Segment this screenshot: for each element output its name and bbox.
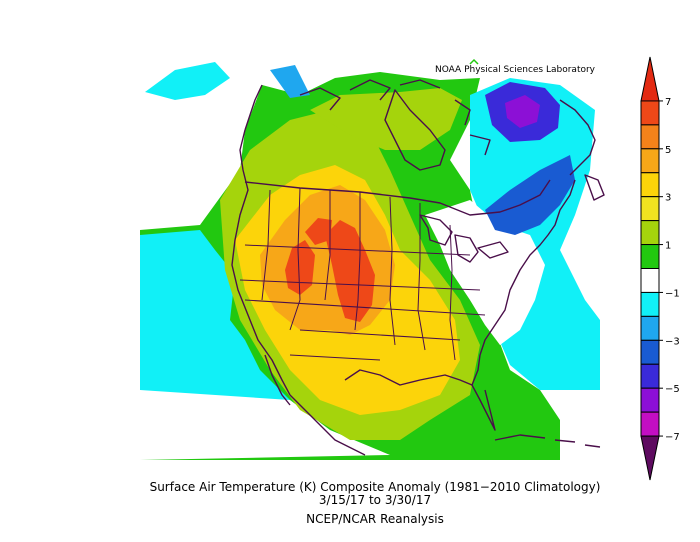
colorbar-tick-label: 1 xyxy=(665,241,671,252)
colorbar-tick-label: 5 xyxy=(665,145,671,156)
caption-title: Surface Air Temperature (K) Composite An… xyxy=(149,480,601,494)
anomaly-fill-white-sw xyxy=(140,390,390,460)
anomaly-fill-cyan-nw xyxy=(145,62,230,100)
baja-california xyxy=(264,354,291,406)
colorbar-tick-label: −3 xyxy=(665,336,680,347)
colorbar-band xyxy=(640,172,660,198)
anomaly-fill-purple xyxy=(505,95,540,128)
map-panel xyxy=(140,62,600,460)
colorbar-tick-label: −7 xyxy=(665,432,680,443)
colorbar-tick-label: −1 xyxy=(665,288,680,299)
lab-marker xyxy=(469,58,479,65)
colorbar-band xyxy=(640,411,660,437)
florida xyxy=(471,384,496,431)
labrador-coast xyxy=(559,99,605,201)
colorbar-band xyxy=(640,244,660,269)
colorbar-tick-label: −5 xyxy=(665,384,680,395)
anomaly-fill-red-central xyxy=(325,220,375,322)
east-coastline xyxy=(479,179,576,356)
anomaly-fill-blue xyxy=(485,155,575,235)
caribbean-islands xyxy=(494,434,601,448)
colorbar-band xyxy=(640,363,660,389)
great-lakes xyxy=(419,214,509,263)
colorbar-band xyxy=(640,124,660,150)
colorbar-band xyxy=(640,315,660,341)
west-coastline xyxy=(231,129,291,396)
colorbar-band xyxy=(640,339,660,365)
colorbar-band xyxy=(640,387,660,413)
colorbar-band xyxy=(640,56,660,102)
caption-source: NCEP/NCAR Reanalysis xyxy=(306,512,444,526)
colorbar-band xyxy=(640,148,660,174)
colorbar-tick-label: 3 xyxy=(665,193,671,204)
colorbar-band xyxy=(640,435,660,481)
anomaly-fill-blue-nw xyxy=(270,65,310,98)
boundaries xyxy=(231,79,605,456)
colorbar-tick-label: 7 xyxy=(665,97,671,108)
state-lines xyxy=(239,187,486,361)
colorbar-band xyxy=(640,196,660,222)
anomaly-fill-red-west xyxy=(285,240,315,295)
anomaly-fill-red-north xyxy=(305,218,332,245)
colorbar-band xyxy=(640,268,660,293)
colorbar-band xyxy=(640,100,660,126)
lab-label: NOAA Physical Sciences Laboratory xyxy=(434,65,596,75)
anomaly-fill-cyan-west xyxy=(140,230,290,400)
gulf-coastline xyxy=(289,354,481,456)
colorbar-band xyxy=(640,220,660,246)
colorbar: 7 5 3 1 −1 −3 −5 −7 xyxy=(640,56,680,481)
arctic-islands xyxy=(299,79,491,156)
bc-coastline xyxy=(244,84,263,131)
caption-dates: 3/15/17 to 3/30/17 xyxy=(318,493,432,507)
colorbar-band xyxy=(640,291,660,317)
hudson-bay xyxy=(384,89,446,171)
